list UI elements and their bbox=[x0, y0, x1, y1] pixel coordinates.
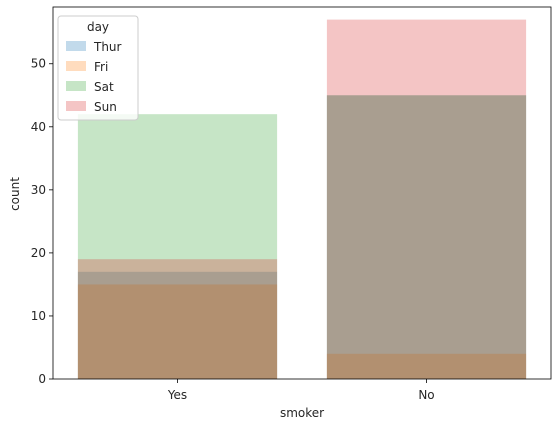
legend-label-thur: Thur bbox=[93, 40, 122, 54]
legend-swatch-fri bbox=[66, 61, 86, 71]
bar-sun-yes bbox=[77, 259, 278, 379]
bar-sat-no bbox=[326, 95, 527, 380]
x-tick-label: Yes bbox=[167, 388, 187, 402]
y-tick-label: 50 bbox=[31, 57, 46, 71]
x-axis-label: smoker bbox=[280, 406, 324, 420]
axes-layer: 0 10 20 30 40 50 Yes No bbox=[31, 6, 552, 402]
y-axis-label: count bbox=[8, 177, 22, 211]
bar-thur-no bbox=[326, 95, 527, 380]
legend-label-fri: Fri bbox=[94, 60, 108, 74]
y-tick-label: 10 bbox=[31, 309, 46, 323]
bar-fri-yes bbox=[77, 284, 278, 379]
x-tick-label: No bbox=[418, 388, 434, 402]
y-tick-label: 0 bbox=[38, 372, 46, 386]
y-tick-label: 40 bbox=[31, 120, 46, 134]
bars-layer bbox=[77, 19, 527, 380]
plot-frame bbox=[52, 6, 552, 380]
legend-swatch-sun bbox=[66, 101, 86, 111]
legend-label-sat: Sat bbox=[94, 80, 114, 94]
legend-label-sun: Sun bbox=[94, 100, 117, 114]
legend-frame bbox=[57, 15, 139, 121]
bar-fri-no bbox=[326, 353, 527, 379]
legend: day Thur Fri Sat Sun bbox=[57, 15, 139, 121]
y-tick-label: 20 bbox=[31, 246, 46, 260]
legend-swatch-thur bbox=[66, 41, 86, 51]
bar-sun-no bbox=[326, 19, 527, 379]
legend-title: day bbox=[87, 20, 109, 34]
y-tick-label: 30 bbox=[31, 183, 46, 197]
bar-thur-yes bbox=[77, 271, 278, 379]
legend-swatch-sat bbox=[66, 81, 86, 91]
bar-sat-yes bbox=[77, 114, 278, 380]
